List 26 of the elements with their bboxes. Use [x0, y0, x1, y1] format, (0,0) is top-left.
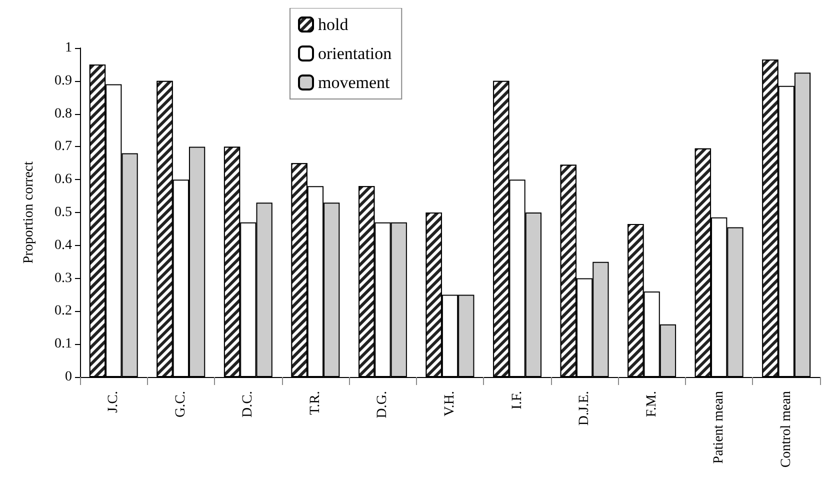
y-tick-label: 0.4 — [54, 238, 72, 253]
y-tick-label: 0.6 — [54, 172, 72, 188]
y-tick-label: 0.9 — [54, 73, 72, 88]
x-tick-label: T.R. — [308, 391, 323, 415]
legend-label: hold — [318, 15, 349, 34]
y-tick-label: 0.2 — [54, 304, 72, 319]
y-tick-label: 0.8 — [54, 106, 72, 122]
x-tick-label: D.G. — [375, 391, 390, 418]
y-tick-label: 0.3 — [54, 270, 72, 286]
y-tick-label: 1 — [65, 40, 72, 56]
x-tick-label: Control mean — [778, 391, 794, 468]
x-tick-label: Patient mean — [712, 391, 727, 464]
x-tick-label: D.J.E. — [577, 391, 592, 426]
x-tick-label: D.C. — [240, 391, 256, 418]
x-tick-label: F.M. — [644, 391, 660, 418]
legend-label: movement — [318, 73, 390, 92]
y-tick-label: 0.7 — [54, 139, 72, 154]
y-axis-title: Proportion correct — [22, 161, 36, 264]
y-tick-label: 0.5 — [54, 205, 72, 220]
x-tick-label: G.C. — [173, 391, 188, 418]
legend-label: orientation — [318, 44, 392, 63]
x-tick-label: J.C. — [106, 391, 122, 413]
y-tick-label: 0 — [65, 370, 72, 384]
x-tick-label: V.H. — [442, 391, 458, 416]
y-tick-label: 0.1 — [54, 336, 72, 352]
x-tick-label: I.F. — [510, 391, 525, 410]
